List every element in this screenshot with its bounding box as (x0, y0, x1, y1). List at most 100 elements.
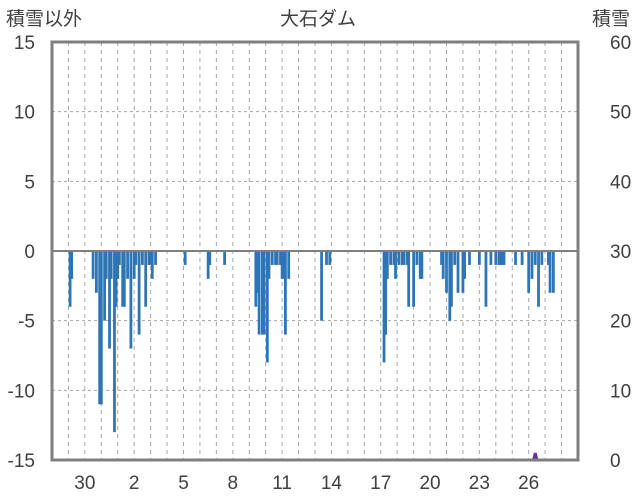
bar (265, 251, 269, 363)
bar (420, 251, 424, 279)
bar (121, 251, 125, 307)
bar (122, 251, 126, 307)
bar (279, 251, 282, 265)
bar (149, 251, 153, 265)
bar (448, 251, 452, 321)
bar (445, 251, 448, 293)
frame-rect (50, 40, 580, 462)
bar (270, 251, 274, 265)
left-ytick-label: 10 (14, 103, 35, 124)
bar (70, 251, 74, 279)
right-ytick-label: 20 (610, 312, 631, 333)
right-ytick-label: 60 (610, 33, 631, 54)
left-ytick-label: -10 (8, 381, 35, 402)
bar (385, 251, 389, 279)
bar (91, 251, 95, 279)
xtick-label: 17 (370, 473, 391, 494)
right-axis-label: 積雪 (592, 8, 630, 30)
bar (137, 251, 141, 335)
bar (147, 251, 151, 265)
bar (116, 251, 120, 279)
bar (280, 251, 284, 279)
left-ytick-label: 5 (24, 172, 35, 193)
left-axis-label: 積雪以外 (6, 8, 82, 30)
bar (502, 251, 506, 265)
bar (99, 251, 103, 405)
bar (98, 251, 102, 405)
bar (415, 251, 419, 265)
bar (494, 251, 498, 265)
right-ytick-label: 50 (610, 103, 631, 124)
bar (412, 251, 416, 307)
bar (134, 251, 138, 265)
bar-series (68, 251, 555, 433)
bar (141, 251, 144, 265)
bar (499, 251, 503, 265)
bar (328, 251, 332, 265)
bar (261, 251, 264, 335)
bar (500, 251, 504, 265)
bar (256, 251, 259, 293)
bar (453, 251, 457, 265)
left-ytick-label: -5 (18, 312, 35, 333)
bar (461, 251, 465, 293)
bar (113, 251, 116, 433)
bar (150, 251, 154, 279)
left-ytick-label: -15 (8, 451, 35, 472)
xtick-label: 8 (228, 473, 239, 494)
bar (254, 251, 258, 307)
bar (267, 251, 271, 279)
bar (456, 251, 460, 293)
bar (126, 251, 130, 279)
bar (551, 251, 555, 293)
bar (405, 251, 409, 265)
bar (262, 251, 266, 335)
bar (394, 251, 397, 279)
bar (540, 251, 544, 265)
bar (206, 251, 210, 279)
xtick-label: 14 (321, 473, 343, 494)
bar (103, 251, 106, 321)
bar (397, 251, 401, 265)
bar (441, 251, 445, 279)
chart-title: 大石ダム (280, 8, 356, 30)
bar (514, 251, 517, 265)
bar (320, 251, 323, 321)
bar (68, 251, 72, 307)
bar (537, 251, 540, 307)
bar (468, 251, 471, 265)
bar (144, 251, 148, 307)
bar (389, 251, 393, 265)
bar (108, 251, 111, 349)
xtick-label: 26 (518, 473, 539, 494)
bar (418, 251, 422, 279)
bar (547, 251, 550, 265)
xtick-label: 2 (129, 473, 140, 494)
bar (257, 251, 261, 335)
bar (400, 251, 404, 265)
bar (109, 251, 113, 279)
bar (382, 251, 386, 363)
bar (154, 251, 157, 265)
bar (527, 251, 531, 293)
bar (114, 251, 118, 307)
bar (484, 251, 488, 307)
bar (463, 251, 466, 279)
axis-labels: 積雪以外 大石ダム 積雪 (6, 8, 630, 30)
bar (450, 251, 453, 307)
bar (477, 251, 481, 265)
xtick-label: 11 (272, 473, 292, 494)
bar (440, 251, 443, 265)
right-ytick-label: 40 (610, 172, 631, 193)
left-ytick-label: 0 (24, 242, 35, 263)
bar (282, 251, 286, 279)
xtick-label: 23 (469, 473, 490, 494)
xtick-label: 5 (178, 473, 189, 494)
xtick-label: 30 (74, 473, 95, 494)
right-ytick-label: 10 (610, 381, 631, 402)
bar (384, 251, 388, 335)
bar (489, 251, 493, 265)
left-ytick-label: 15 (14, 33, 35, 54)
